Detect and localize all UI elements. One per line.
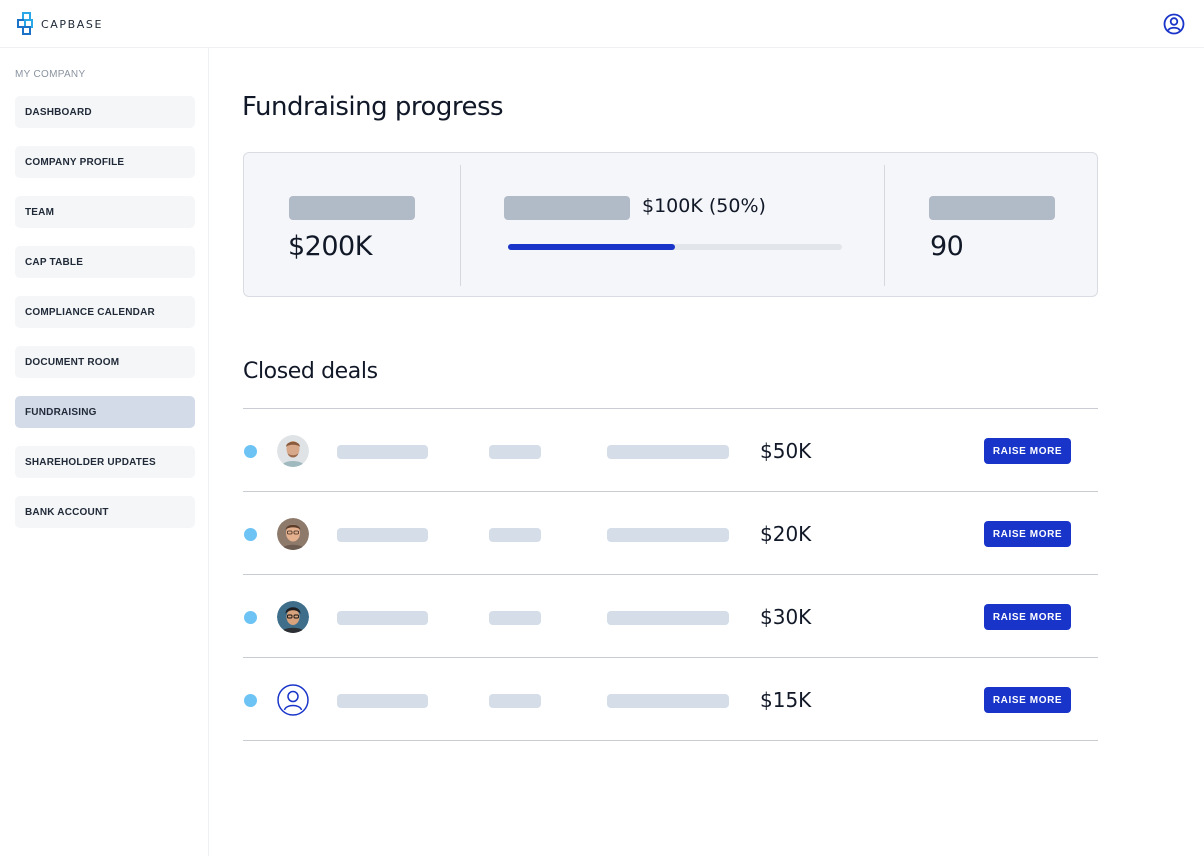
placeholder-bar xyxy=(489,528,541,542)
sidebar-heading: MY COMPANY xyxy=(15,69,86,80)
placeholder-bar xyxy=(337,694,428,708)
sidebar-item-compliance-calendar[interactable]: COMPLIANCE CALENDAR xyxy=(15,296,195,328)
avatar xyxy=(277,684,309,716)
table-row: $50K RAISE MORE xyxy=(243,409,1098,492)
sidebar-item-team[interactable]: TEAM xyxy=(15,196,195,228)
sidebar-item-label: TEAM xyxy=(25,206,55,218)
sidebar-item-fundraising[interactable]: FUNDRAISING xyxy=(15,396,195,428)
sidebar-item-label: DOCUMENT ROOM xyxy=(25,356,120,368)
sidebar-item-label: FUNDRAISING xyxy=(25,406,97,418)
sidebar-item-label: COMPANY PROFILE xyxy=(25,156,125,168)
status-dot xyxy=(244,445,257,458)
status-dot xyxy=(244,528,257,541)
sidebar-item-dashboard[interactable]: DASHBOARD xyxy=(15,96,195,128)
sidebar-item-document-room[interactable]: DOCUMENT ROOM xyxy=(15,346,195,378)
deal-amount: $15K xyxy=(760,688,812,712)
user-placeholder-icon xyxy=(277,684,309,716)
placeholder-bar xyxy=(607,528,729,542)
user-account-button[interactable] xyxy=(1163,13,1185,35)
person-avatar-icon xyxy=(277,435,309,467)
sidebar-item-label: SHAREHOLDER UPDATES xyxy=(25,456,156,468)
top-bar: CAPBASE xyxy=(0,0,1204,48)
deal-amount: $50K xyxy=(760,439,812,463)
stat-divider xyxy=(884,165,885,286)
deal-amount: $30K xyxy=(760,605,812,629)
raise-more-button[interactable]: RAISE MORE xyxy=(984,521,1071,547)
sidebar-item-company-profile[interactable]: COMPANY PROFILE xyxy=(15,146,195,178)
table-row: $15K RAISE MORE xyxy=(243,658,1098,741)
progress-bar-fill xyxy=(508,244,675,250)
closed-deals-list: $50K RAISE MORE $20K RAISE MORE xyxy=(243,408,1098,741)
avatar xyxy=(277,518,309,550)
placeholder-bar xyxy=(607,445,729,459)
placeholder-bar xyxy=(489,445,541,459)
closed-deals-title: Closed deals xyxy=(243,359,378,384)
raise-more-button[interactable]: RAISE MORE xyxy=(984,438,1071,464)
page-title: Fundraising progress xyxy=(242,92,504,122)
person-avatar-icon xyxy=(277,601,309,633)
user-icon xyxy=(1163,13,1185,35)
capbase-logo-icon xyxy=(17,12,33,35)
status-dot xyxy=(244,694,257,707)
table-row: $30K RAISE MORE xyxy=(243,575,1098,658)
placeholder-bar xyxy=(337,528,428,542)
placeholder-bar xyxy=(607,694,729,708)
brand-name: CAPBASE xyxy=(41,17,104,31)
avatar xyxy=(277,601,309,633)
sidebar-item-label: CAP TABLE xyxy=(25,256,84,268)
raise-more-button[interactable]: RAISE MORE xyxy=(984,687,1071,713)
sidebar-item-label: BANK ACCOUNT xyxy=(25,506,109,518)
progress-label: $100K (50%) xyxy=(642,195,766,217)
sidebar-item-label: COMPLIANCE CALENDAR xyxy=(25,306,155,318)
placeholder-bar xyxy=(489,611,541,625)
stat-label-placeholder xyxy=(289,196,415,220)
sidebar: MY COMPANY DASHBOARD COMPANY PROFILE TEA… xyxy=(0,48,209,856)
stat-label-placeholder xyxy=(929,196,1055,220)
placeholder-bar xyxy=(489,694,541,708)
fundraising-stats-card: $200K $100K (50%) 90 xyxy=(243,152,1098,297)
sidebar-item-shareholder-updates[interactable]: SHAREHOLDER UPDATES xyxy=(15,446,195,478)
table-row: $20K RAISE MORE xyxy=(243,492,1098,575)
brand-logo[interactable]: CAPBASE xyxy=(17,12,103,36)
status-dot xyxy=(244,611,257,624)
stat-value-count: 90 xyxy=(930,231,964,262)
sidebar-item-bank-account[interactable]: BANK ACCOUNT xyxy=(15,496,195,528)
stat-divider xyxy=(460,165,461,286)
person-avatar-icon xyxy=(277,518,309,550)
placeholder-bar xyxy=(607,611,729,625)
sidebar-item-label: DASHBOARD xyxy=(25,106,92,118)
stat-label-placeholder xyxy=(504,196,630,220)
deal-amount: $20K xyxy=(760,522,812,546)
sidebar-item-cap-table[interactable]: CAP TABLE xyxy=(15,246,195,278)
placeholder-bar xyxy=(337,445,428,459)
placeholder-bar xyxy=(337,611,428,625)
avatar xyxy=(277,435,309,467)
progress-bar xyxy=(508,244,842,250)
raise-more-button[interactable]: RAISE MORE xyxy=(984,604,1071,630)
stat-value-total: $200K xyxy=(288,231,372,262)
